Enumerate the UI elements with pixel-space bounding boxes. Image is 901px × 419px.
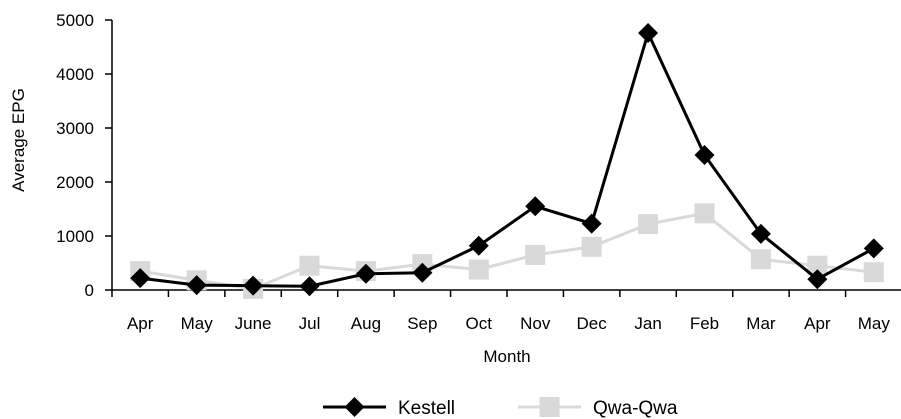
legend: Kestell Qwa-Qwa (323, 397, 678, 419)
x-tick-label-0: Apr (127, 314, 154, 333)
point-kestell-5 (412, 262, 433, 283)
point-kestell-3 (299, 276, 320, 297)
point-kestell-9 (638, 22, 659, 43)
x-tick-label-11: Mar (746, 314, 776, 333)
legend-marker-qwa-qwa (539, 397, 560, 417)
point-kestell-13 (863, 238, 884, 259)
point-qwa-qwa-7 (525, 244, 546, 265)
point-kestell-8 (581, 213, 602, 234)
x-axis-title: Month (483, 347, 530, 366)
x-tick-label-4: Aug (351, 314, 381, 333)
x-tick-label-7: Nov (520, 314, 551, 333)
point-qwa-qwa-6 (468, 259, 489, 280)
y-tick-label-0: 0 (85, 281, 94, 300)
x-tick-label-1: May (181, 314, 214, 333)
x-tick-label-12: Apr (804, 314, 831, 333)
point-kestell-10 (694, 145, 715, 165)
point-kestell-0 (130, 268, 151, 289)
x-tick-label-13: May (858, 314, 891, 333)
x-tick-label-10: Feb (690, 314, 719, 333)
point-qwa-qwa-10 (694, 203, 715, 224)
point-qwa-qwa-11 (750, 249, 771, 270)
y-tick-label-2: 2000 (56, 173, 94, 192)
y-tick-label-1: 1000 (56, 227, 94, 246)
point-kestell-1 (186, 275, 207, 296)
point-qwa-qwa-13 (863, 262, 884, 283)
legend-label-qwa-qwa: Qwa-Qwa (593, 398, 678, 419)
y-tick-label-4: 4000 (56, 65, 94, 84)
y-axis-title: Average EPG (9, 88, 28, 192)
point-kestell-11 (750, 223, 771, 244)
legend-marker-kestell (344, 397, 365, 417)
y-tick-label-3: 3000 (56, 119, 94, 138)
legend-item-qwa-qwa: Qwa-Qwa (518, 397, 678, 419)
series-line-kestell (140, 28, 875, 288)
point-qwa-qwa-3 (299, 255, 320, 276)
series-kestell (130, 22, 884, 297)
y-axis: 0 1000 2000 3000 4000 5000 (56, 11, 113, 300)
legend-label-kestell: Kestell (398, 398, 455, 419)
point-qwa-qwa-9 (638, 214, 659, 235)
point-qwa-qwa-8 (581, 236, 602, 257)
series-layer (130, 22, 884, 299)
x-tick-label-8: Dec (577, 314, 608, 333)
point-kestell-4 (355, 263, 376, 284)
point-kestell-2 (243, 275, 264, 296)
y-tick-label-5: 5000 (56, 11, 94, 30)
x-tick-label-6: Oct (466, 314, 493, 333)
point-kestell-12 (807, 269, 828, 290)
point-kestell-6 (468, 235, 489, 256)
x-tick-label-2: June (235, 314, 272, 333)
x-tick-label-9: Jan (634, 314, 661, 333)
x-tick-label-3: Jul (299, 314, 321, 333)
x-tick-label-5: Sep (407, 314, 437, 333)
x-axis: Apr May June Jul Aug Sep Oct Nov Dec Jan Feb Mar Apr… (111, 289, 901, 333)
point-kestell-7 (525, 196, 546, 217)
legend-item-kestell: Kestell (323, 397, 455, 419)
point-qwa-qwa-12 (807, 255, 828, 276)
